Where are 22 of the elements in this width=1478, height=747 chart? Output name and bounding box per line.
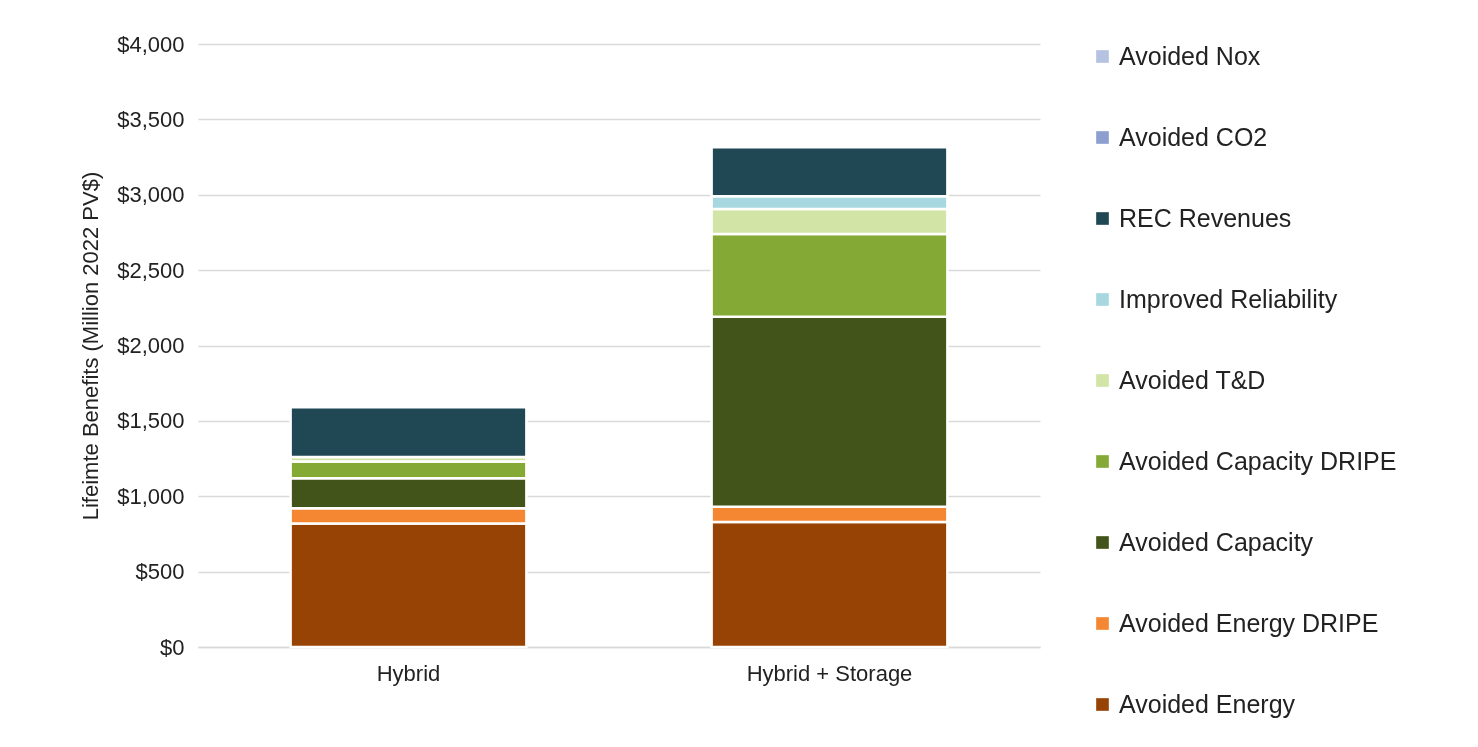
x-tick-label: Hybrid + Storage xyxy=(746,660,913,686)
y-axis-title: Lifeimte Benefits (Million 2022 PV$) xyxy=(78,171,104,521)
legend-label: Avoided Capacity DRIPE xyxy=(1119,446,1397,475)
legend-label: Avoided Energy DRIPE xyxy=(1119,608,1379,637)
bar xyxy=(289,406,528,459)
y-tick-label: $3,000 xyxy=(117,182,185,208)
x-tick-label: Hybrid xyxy=(376,660,441,686)
y-tick-label: $2,500 xyxy=(117,257,185,283)
y-tick-label: $0 xyxy=(160,634,185,660)
y-tick-label: $1,500 xyxy=(117,408,185,434)
y-tick-label: $3,500 xyxy=(117,106,185,132)
legend-label: Avoided Energy xyxy=(1119,689,1296,718)
y-tick-label: $4,000 xyxy=(117,31,185,57)
legend-label: Avoided CO2 xyxy=(1119,122,1268,151)
legend-label: Improved Reliability xyxy=(1119,284,1338,313)
legend-label: Avoided T&D xyxy=(1119,365,1266,394)
legend-label: Avoided Capacity xyxy=(1119,527,1314,556)
legend-label: Avoided Nox xyxy=(1119,41,1261,70)
y-tick-label: $1,000 xyxy=(117,483,185,509)
y-tick-label: $500 xyxy=(135,559,185,585)
y-tick-label: $2,000 xyxy=(117,333,185,358)
legend-label: REC Revenues xyxy=(1119,203,1292,232)
